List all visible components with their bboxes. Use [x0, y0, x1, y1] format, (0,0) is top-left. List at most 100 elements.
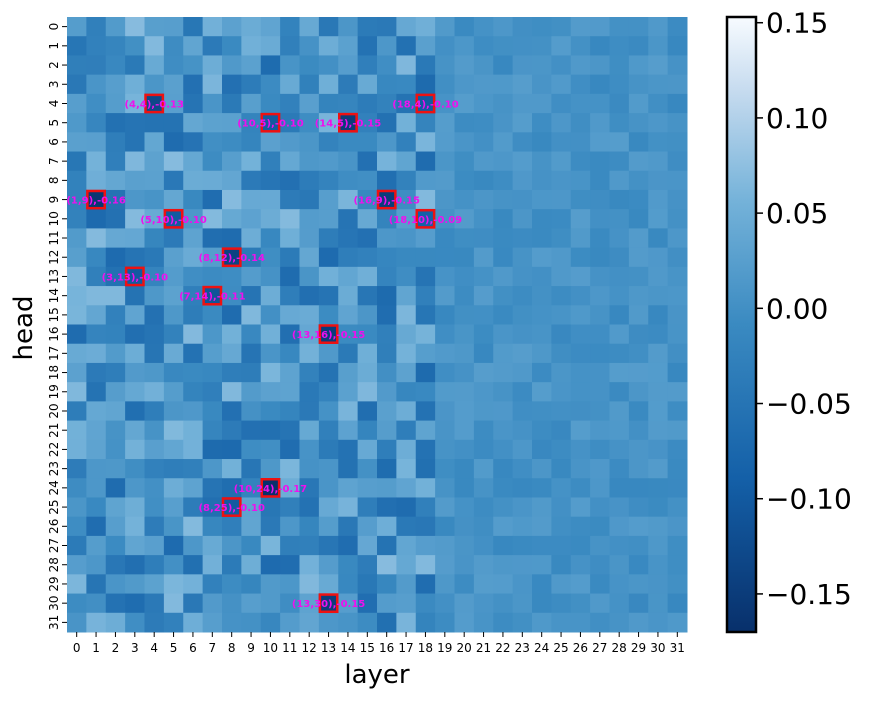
heatmap-cell [280, 209, 300, 229]
heatmap-cell [512, 36, 533, 56]
heatmap-cell [493, 478, 514, 498]
heatmap-cell [473, 228, 494, 249]
x-tick-label: 7 [208, 641, 216, 655]
heatmap-cell [570, 382, 591, 402]
heatmap-cell [473, 151, 494, 172]
heatmap-cell [67, 478, 87, 498]
heatmap-cell [512, 17, 533, 37]
heatmap-cell [532, 189, 552, 210]
heatmap-cell [280, 74, 300, 95]
heatmap-cell [532, 420, 552, 441]
heatmap-cell [493, 151, 514, 172]
heatmap-cell [609, 93, 630, 114]
heatmap-cell [377, 593, 397, 614]
heatmap-cell [260, 228, 281, 249]
heatmap-cell [357, 516, 378, 537]
x-tick-label: 12 [302, 641, 317, 655]
heatmap-cell [570, 286, 591, 306]
heatmap-cell [473, 93, 494, 114]
cell-annotation: (18,4),-0.10 [392, 99, 458, 110]
heatmap-cell [667, 516, 688, 537]
y-tick-label: 8 [47, 177, 61, 185]
heatmap-cell [86, 55, 107, 76]
heatmap-cell [163, 170, 184, 191]
heatmap-cell [609, 478, 630, 498]
heatmap-cell [648, 17, 669, 37]
y-tick-label: 0 [47, 23, 61, 31]
heatmap-cell [648, 555, 669, 575]
y-tick-label: 14 [47, 288, 61, 303]
heatmap-cell [183, 478, 204, 498]
colorbar-tick-label: 0.05 [766, 197, 828, 230]
heatmap-cell [125, 459, 145, 479]
heatmap-cell [125, 113, 145, 133]
heatmap-cell [415, 209, 436, 229]
heatmap-cell [357, 93, 378, 114]
heatmap-cell [551, 189, 572, 210]
heatmap-cell [609, 209, 630, 229]
heatmap-cell [241, 574, 262, 595]
heatmap-cell [377, 170, 397, 191]
heatmap-cell [86, 478, 107, 498]
heatmap-cell [67, 420, 87, 441]
heatmap-cell [357, 593, 378, 614]
heatmap-cell [222, 17, 242, 37]
y-tick-label: 11 [47, 230, 61, 245]
heatmap-cell [570, 555, 591, 575]
heatmap-cell [144, 516, 165, 537]
heatmap-cell [202, 439, 223, 460]
heatmap-cell [318, 266, 339, 287]
heatmap-cell [667, 401, 688, 422]
heatmap-cell [260, 574, 281, 595]
heatmap-cell [551, 266, 572, 287]
x-tick-label: 3 [131, 641, 139, 655]
heatmap-cell [590, 151, 610, 172]
heatmap-cell [396, 439, 417, 460]
heatmap-cell [512, 55, 533, 76]
heatmap-cell [512, 286, 533, 306]
heatmap-cell [415, 324, 436, 345]
heatmap-cell [125, 478, 145, 498]
heatmap-cell [551, 170, 572, 191]
cell-annotation: (13,30),-0.15 [292, 599, 365, 610]
heatmap-cell [628, 36, 649, 56]
heatmap-cell [260, 324, 281, 345]
heatmap-cell [396, 132, 417, 153]
heatmap-cell [105, 36, 126, 56]
heatmap-cell [628, 286, 649, 306]
heatmap-cell [609, 382, 630, 402]
heatmap-cell [222, 574, 242, 595]
heatmap-cell [570, 228, 591, 249]
heatmap-cell [144, 478, 165, 498]
heatmap-cell [512, 324, 533, 345]
heatmap-cell [590, 266, 610, 287]
heatmap-cell [628, 93, 649, 114]
x-tick-label: 19 [437, 641, 452, 655]
heatmap-cell [144, 17, 165, 37]
heatmap-cell [338, 151, 359, 172]
heatmap-cell [570, 478, 591, 498]
heatmap-cell [163, 382, 184, 402]
heatmap-cell [67, 55, 87, 76]
heatmap-cell [67, 113, 87, 133]
heatmap-cell [318, 17, 339, 37]
heatmap-cell [67, 439, 87, 460]
heatmap-cell [415, 382, 436, 402]
heatmap-cell [125, 55, 145, 76]
heatmap-cell [512, 228, 533, 249]
cell-annotation: (5,10),-0.10 [140, 215, 206, 226]
heatmap-cell [551, 209, 572, 229]
heatmap-cell [435, 266, 455, 287]
heatmap-cell [125, 17, 145, 37]
heatmap-cell [628, 555, 649, 575]
heatmap-cell [280, 593, 300, 614]
heatmap-cell [532, 497, 552, 518]
heatmap-cell [86, 497, 107, 518]
heatmap-cell [473, 516, 494, 537]
heatmap-cell [144, 266, 165, 287]
heatmap-cell [609, 343, 630, 364]
cell-annotation: (8,25),-0.10 [198, 503, 264, 514]
heatmap-cell [299, 382, 320, 402]
heatmap-cell [183, 439, 204, 460]
heatmap-cell [667, 55, 688, 76]
